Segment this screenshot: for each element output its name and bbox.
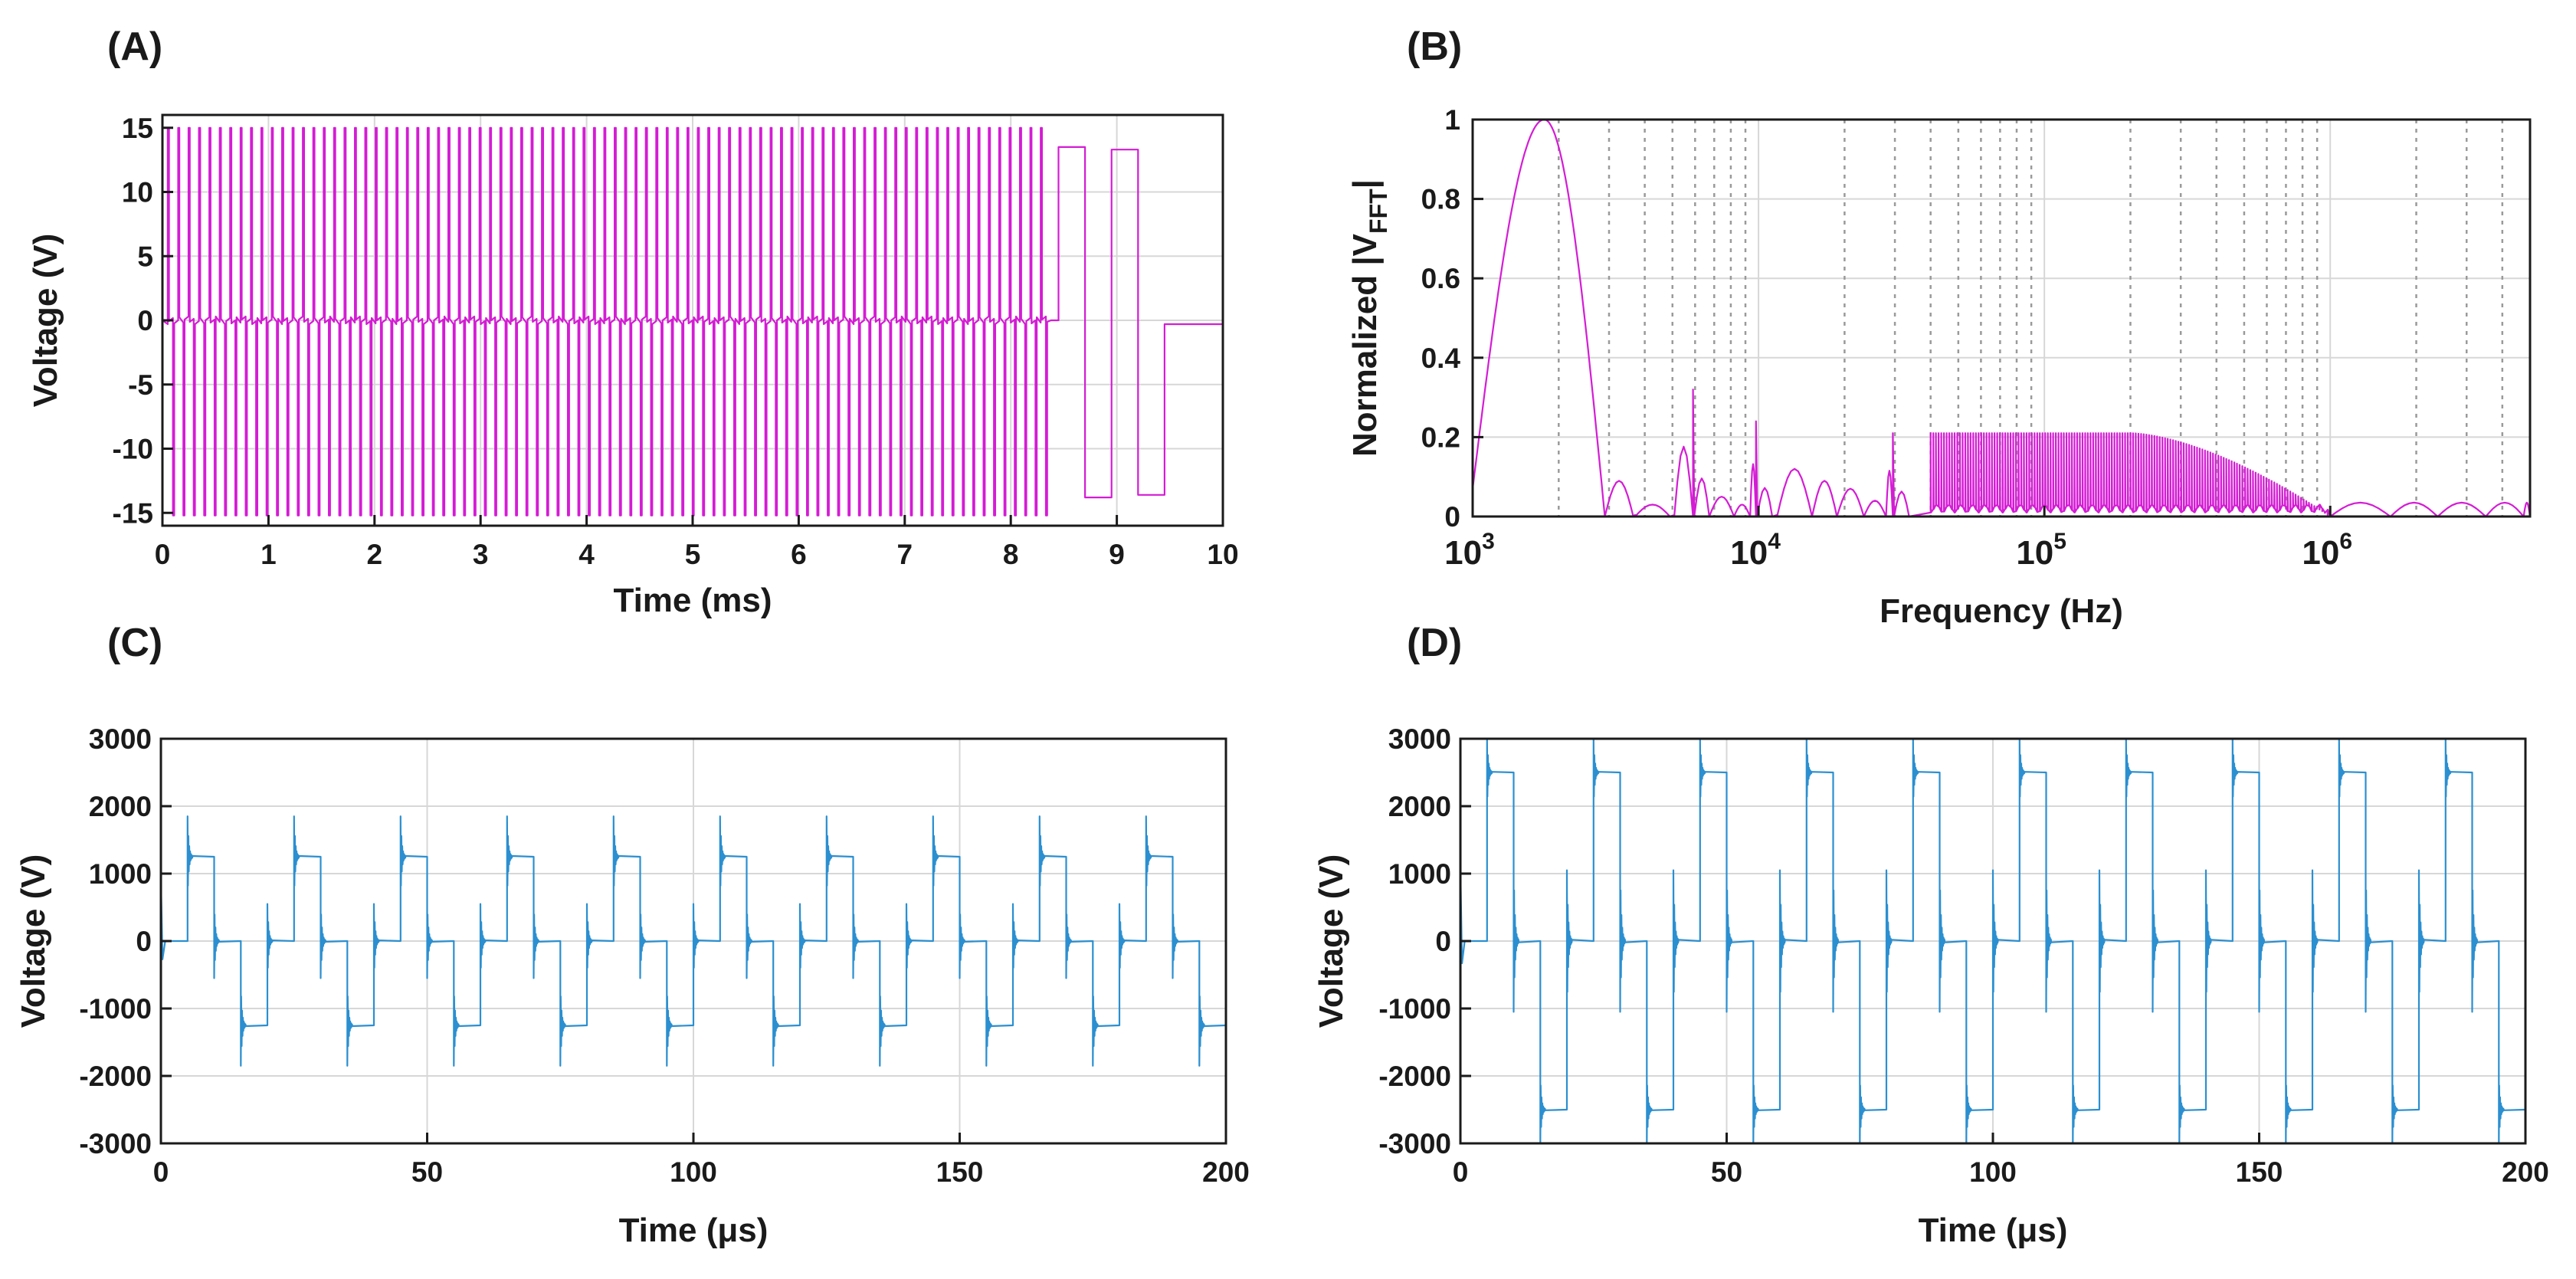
panel-a-xtick-label: 4 [578,539,595,570]
panel-b-grid [1473,120,2530,517]
panel-a-xtick-label: 9 [1109,539,1125,570]
panel-a-ytick-label: -5 [128,369,153,401]
panel-d-ytick-label: 3000 [1388,723,1451,755]
panel-d-xtick-label: 150 [2236,1156,2283,1188]
panel-d-ytick-label: -3000 [1378,1128,1451,1159]
panel-d-ylabel: Voltage (V) [1313,854,1350,1028]
panel-b-xtick-exp: 4 [1768,529,1781,554]
panel-b-ytick-label: 0.8 [1421,184,1460,215]
panel-b-ylabel-sub: FFT [1365,189,1392,234]
panel-b-xtick-exp: 5 [2053,529,2066,554]
panel-a-xtick-label: 6 [791,539,807,570]
panel-d-ytick-label: 0 [1435,926,1451,957]
panel-b-frame [1471,118,2532,518]
panel-c-xtick-label: 100 [670,1156,717,1188]
panel-c-ytick-label: -1000 [79,993,152,1025]
panel-b-xtick-exp: 6 [2339,529,2352,554]
panel-d-ytick-label: -2000 [1378,1061,1451,1092]
panel-d-trace [1459,737,2526,1145]
panel-a-ytick-label: 5 [137,241,153,272]
panel-a: (A) 0 1 2 3 4 5 6 7 8 9 10 -15 -10 -5 0 5 10 15 Time (ms)… [27,25,1239,619]
panel-c-ytick-label: 3000 [89,723,152,755]
panel-c-xlabel: Time (μs) [619,1212,769,1249]
panel-d-xtick-label: 100 [1969,1156,2017,1188]
panel-b-vertical-markers [1558,120,2504,517]
panel-b-xtick-label: 105 [2016,529,2066,572]
panel-d-ytick-label: 1000 [1388,858,1451,890]
panel-b-xtick-base: 10 [2016,534,2053,572]
panel-c-xtick-label: 200 [1202,1156,1250,1188]
panel-b-ytick-label: 0.6 [1421,263,1460,294]
panel-a-ytick-label: -10 [113,434,153,465]
panel-a-ticks: 0 1 2 3 4 5 6 7 8 9 10 -15 -10 -5 0 5 10 15 [113,113,1239,570]
panel-a-label: (A) [107,25,162,69]
panel-a-ytick-label: 0 [137,305,153,336]
panel-a-xtick-label: 2 [367,539,383,570]
panel-b-xtick-base: 10 [1730,534,1768,572]
panel-b-ytick-label: 0.4 [1421,343,1461,374]
panel-b-xtick-base: 10 [1444,534,1482,572]
panel-a-ylabel: Voltage (V) [27,234,64,408]
panel-c-ytick-label: 2000 [89,791,152,822]
panel-b-xlabel: Frequency (Hz) [1880,592,2123,630]
panel-c: (C) 0 50 100 150 200 -3000 -2000 -1000 0 1000 2000… [15,621,1250,1249]
panel-a-xtick-label: 5 [685,539,701,570]
panel-b-ytick-label: 0 [1444,501,1460,533]
panel-b-xtick-label: 104 [1730,529,1781,572]
panel-b-label: (B) [1407,25,1462,69]
panel-d-xtick-label: 200 [2502,1156,2549,1188]
panel-a-xtick-label: 8 [1003,539,1019,570]
panel-b-xtick-label: 103 [1444,529,1495,572]
panel-d-xtick-label: 50 [1711,1156,1742,1188]
panel-d-ytick-label: -1000 [1378,993,1451,1025]
panel-a-xtick-label: 0 [155,539,171,570]
panel-b-ytick-label: 1 [1444,104,1460,136]
panel-d-xtick-label: 0 [1453,1156,1469,1188]
panel-d-ticks: 0 50 100 150 200 -3000 -2000 -1000 0 1000 2000 3000 [1378,723,2549,1188]
panel-d-ytick-label: 2000 [1388,791,1451,822]
panel-a-ytick-label: 10 [122,177,153,208]
panel-c-xtick-label: 150 [936,1156,984,1188]
panel-c-xtick-label: 0 [153,1156,169,1188]
panel-b-ylabel: Normalized |VFFT| [1346,179,1392,457]
panel-a-ytick-label: 15 [122,113,153,144]
panel-c-ticks: 0 50 100 150 200 -3000 -2000 -1000 0 1000 2000 3000 [79,723,1250,1188]
panel-a-trace [162,126,1223,517]
panel-c-ylabel: Voltage (V) [15,854,52,1028]
panel-b-ytick-label: 0.2 [1421,421,1460,453]
panel-a-xtick-label: 1 [261,539,277,570]
panel-c-ytick-label: -3000 [79,1128,152,1159]
panel-a-xtick-label: 7 [897,539,913,570]
panel-c-trace [159,815,1227,1067]
panel-b-xtick-base: 10 [2302,534,2339,572]
panel-c-xtick-label: 50 [411,1156,443,1188]
panel-c-label: (C) [107,621,162,665]
panel-a-xlabel: Time (ms) [613,582,772,619]
panel-b-ylabel-end: | [1346,179,1385,189]
panel-d: (D) 0 50 100 150 200 -3000 -2000 -1000 0 1000 2000… [1313,621,2549,1249]
panel-a-xtick-label: 3 [473,539,489,570]
panel-b-trace [1471,118,2532,518]
panel-d-label: (D) [1407,621,1462,665]
panel-c-ytick-label: -2000 [79,1061,152,1092]
panel-c-ytick-label: 0 [136,926,152,957]
panel-d-xlabel: Time (μs) [1919,1212,2068,1249]
panel-a-ytick-label: -15 [113,497,153,529]
panel-a-xtick-label: 10 [1207,539,1238,570]
panel-b-ylabel-main: Normalized |V [1346,233,1385,457]
panel-b-xtick-exp: 3 [1482,529,1495,554]
panel-b-xtick-label: 106 [2302,529,2352,572]
panel-c-ytick-label: 1000 [89,858,152,890]
